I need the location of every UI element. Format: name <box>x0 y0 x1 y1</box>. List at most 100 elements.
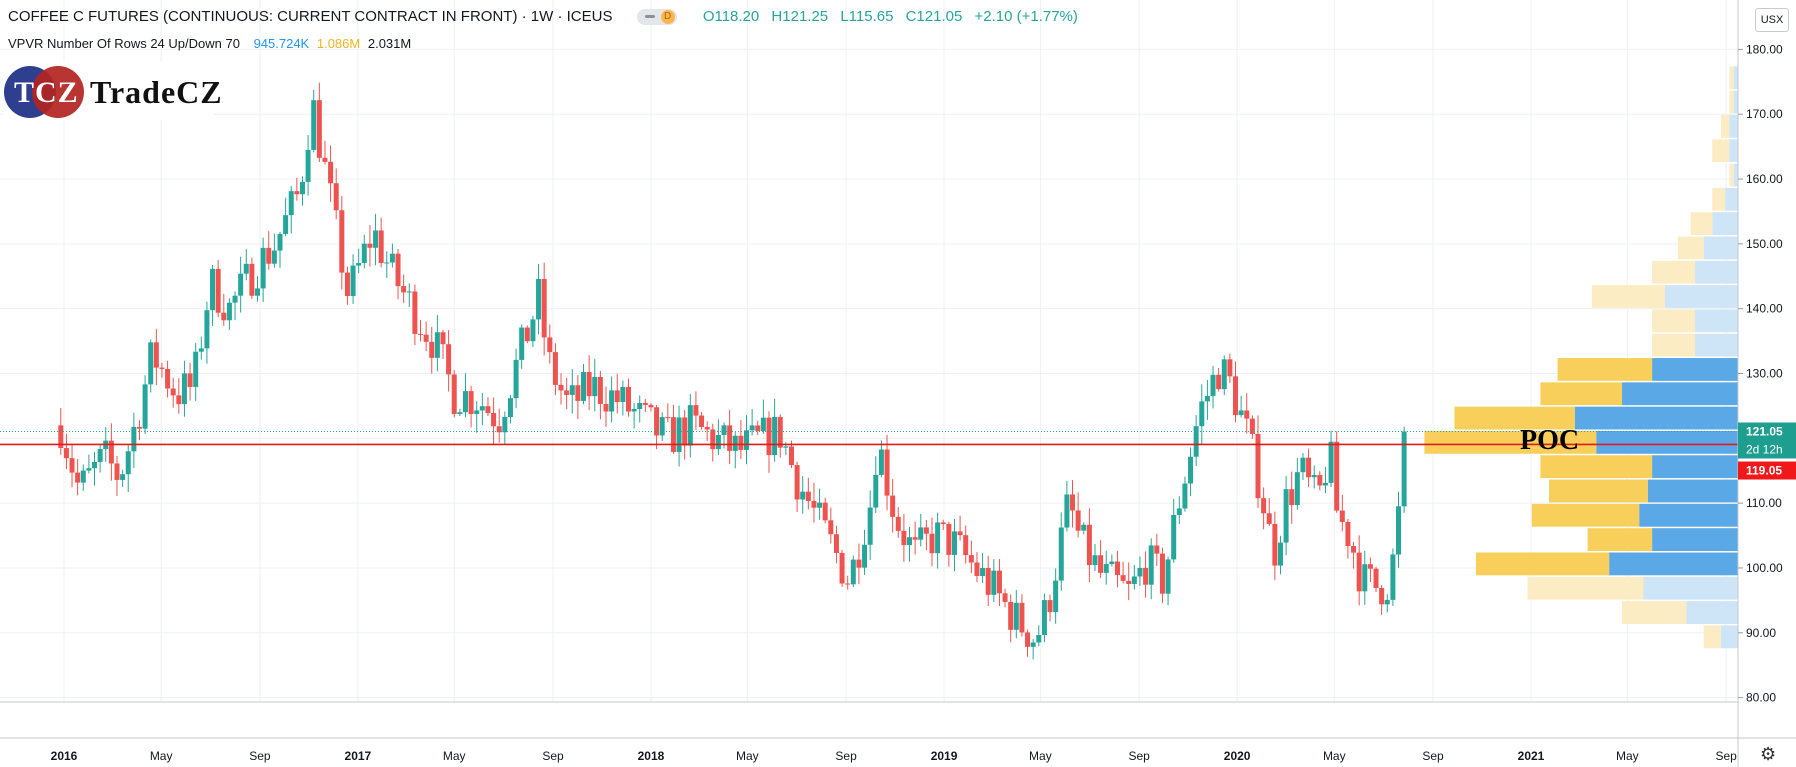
x-tick-label: 2017 <box>345 749 372 763</box>
candle-body <box>1008 601 1014 630</box>
candle-body <box>1238 410 1244 416</box>
candle-body <box>389 253 395 263</box>
candle-body <box>1053 580 1059 613</box>
x-tick-label: May <box>150 749 173 763</box>
countdown-label-bg <box>1738 440 1796 459</box>
candle-body <box>181 373 187 405</box>
candle-body <box>1047 600 1053 613</box>
candle-body <box>929 533 935 554</box>
candle-body <box>507 398 513 418</box>
candle-body <box>721 425 727 435</box>
volume-profile-up-bar <box>1695 260 1738 284</box>
logo-circle-red <box>32 66 84 118</box>
y-tick-label: 160.00 <box>1746 172 1783 186</box>
candle-body <box>1334 441 1340 511</box>
chart-header: COFFEE C FUTURES (CONTINUOUS: CURRENT CO… <box>8 8 1086 26</box>
candle-body <box>63 448 69 459</box>
candle-body <box>1384 599 1390 605</box>
candle-body <box>120 474 126 480</box>
volume-profile-up-bar <box>1652 455 1738 479</box>
y-tick-label: 80.00 <box>1746 691 1776 705</box>
y-tick-label: 180.00 <box>1746 42 1783 56</box>
candle-body <box>845 583 851 585</box>
volume-profile-down-bar <box>1690 212 1713 236</box>
visibility-toggle[interactable]: D <box>636 9 677 26</box>
candle-body <box>446 344 452 375</box>
candle-body <box>153 342 159 368</box>
volume-profile-up-bar <box>1647 479 1738 503</box>
volume-profile-down-bar <box>1729 66 1734 90</box>
volume-profile-up-bar <box>1686 601 1738 624</box>
candle-body <box>637 402 643 409</box>
volume-profile-down-bar <box>1712 139 1730 163</box>
candle-body <box>901 530 907 546</box>
candle-body <box>1351 546 1357 553</box>
candle-body <box>271 250 277 264</box>
candle-body <box>1131 576 1137 584</box>
candle-body <box>867 507 873 545</box>
candle-body <box>1379 587 1385 605</box>
candlestick-series <box>58 82 1407 660</box>
candle-body <box>1154 545 1160 554</box>
candle-body <box>457 412 463 414</box>
candle-body <box>1109 561 1115 565</box>
x-tick-label: Sep <box>1715 749 1737 763</box>
candle-body <box>800 491 806 500</box>
volume-profile-up-bar <box>1652 528 1738 552</box>
candle-body <box>805 491 811 502</box>
candle-body <box>1266 513 1272 524</box>
candle-body <box>1114 561 1120 576</box>
candle-body <box>142 384 148 429</box>
candle-body <box>1249 418 1255 434</box>
candle-body <box>1356 552 1362 592</box>
candle-body <box>1019 602 1025 633</box>
candle-body <box>828 520 834 535</box>
interval-label[interactable]: 1W <box>530 8 554 25</box>
x-tick-label: Sep <box>249 749 271 763</box>
candle-body <box>1390 554 1396 600</box>
volume-profile-down-bar <box>1591 285 1665 308</box>
brand-logo: TCZ TradeCZ <box>4 62 222 120</box>
candle-body <box>92 461 98 469</box>
candle-body <box>1401 431 1407 507</box>
candle-body <box>328 161 334 184</box>
last-price-label: 121.05 <box>1746 425 1783 439</box>
candle-body <box>974 562 980 577</box>
x-tick-label: Sep <box>1128 749 1150 763</box>
candle-body <box>817 502 823 508</box>
total-volume-value: 2.031M <box>367 36 412 51</box>
candle-body <box>1199 401 1205 427</box>
candle-body <box>204 310 210 349</box>
candle-body <box>536 278 542 320</box>
candle-body <box>350 265 356 297</box>
symbol-title[interactable]: COFFEE C FUTURES (CONTINUOUS: CURRENT CO… <box>8 8 518 25</box>
candle-body <box>462 391 468 413</box>
volume-profile-up-bar <box>1639 503 1738 527</box>
candle-body <box>699 415 705 427</box>
candle-body <box>996 570 1002 594</box>
candle-body <box>114 463 120 480</box>
x-tick-label: Sep <box>1422 749 1444 763</box>
volume-profile-up-bar <box>1695 333 1738 357</box>
candle-body <box>232 295 238 303</box>
volume-profile-down-bar <box>1540 455 1653 479</box>
candle-body <box>1120 575 1126 581</box>
y-tick-label: 150.00 <box>1746 237 1783 251</box>
candle-body <box>597 376 603 404</box>
candle-body <box>665 417 671 419</box>
candle-body <box>266 247 272 264</box>
volume-profile-down-bar <box>1548 479 1648 503</box>
currency-unit-button[interactable]: USX <box>1755 8 1789 32</box>
volume-profile-up-bar <box>1729 139 1738 163</box>
candle-body <box>108 440 114 464</box>
settings-gear-icon[interactable]: ⚙ <box>1760 744 1777 764</box>
candle-body <box>1013 602 1019 630</box>
candle-body <box>991 570 997 595</box>
candle-body <box>1176 508 1182 515</box>
candle-body <box>907 537 913 546</box>
candle-body <box>1025 632 1031 647</box>
indicator-legend[interactable]: VPVR Number Of Rows 24 Up/Down 70 945.72… <box>8 36 411 51</box>
close-value: C121.05 <box>905 8 963 25</box>
x-tick-label: 2016 <box>51 749 78 763</box>
